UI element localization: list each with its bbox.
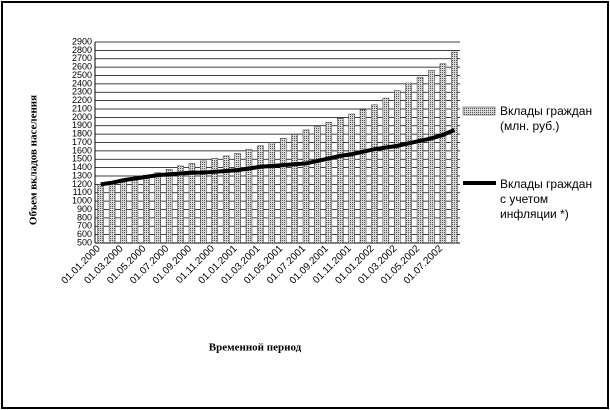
- legend-label: Вклады граждан (млн. руб.): [500, 104, 593, 133]
- y-tick-label: 1900: [72, 120, 92, 130]
- bar: [371, 104, 378, 244]
- bar: [302, 129, 310, 244]
- legend-label: Вклады граждан с учетом инфляции *): [500, 177, 593, 221]
- bar: [314, 126, 321, 244]
- bar: [416, 76, 424, 244]
- bar: [325, 122, 333, 244]
- bar: [257, 145, 264, 244]
- bar: [188, 163, 196, 244]
- bar: [359, 109, 367, 244]
- y-tick-label: 2500: [72, 70, 92, 80]
- y-tick-label: 1600: [72, 145, 92, 155]
- bar: [245, 148, 253, 244]
- bar: [177, 165, 184, 244]
- y-tick-label: 1200: [72, 179, 92, 189]
- y-tick-label: 1300: [72, 170, 92, 180]
- bar: [165, 169, 173, 244]
- bar: [336, 117, 344, 244]
- y-tick-label: 800: [77, 212, 92, 222]
- y-tick-label: 900: [77, 204, 92, 214]
- bar: [394, 90, 401, 244]
- y-tick-label: 500: [77, 237, 92, 247]
- y-tick-label: 1400: [72, 162, 92, 172]
- bar: [291, 133, 298, 244]
- y-tick-label: 2800: [72, 45, 92, 55]
- y-tick-label: 1000: [72, 196, 92, 206]
- y-tick-label: 2900: [72, 36, 92, 46]
- y-tick-label: 1100: [73, 187, 92, 197]
- y-axis-label: Объем вкладов населения: [28, 95, 40, 225]
- line: [100, 128, 456, 187]
- y-tick-label: 2100: [72, 103, 92, 113]
- y-tick-label: 2700: [72, 53, 92, 63]
- y-tick-label: 600: [77, 229, 92, 239]
- bar: [439, 63, 447, 244]
- bar: [108, 182, 116, 244]
- y-tick-label: 2400: [72, 78, 92, 88]
- y-tick-label: 2200: [72, 95, 92, 105]
- bar: [154, 172, 161, 244]
- bar: [211, 158, 219, 244]
- y-tick-label: 1700: [72, 137, 92, 147]
- bar: [97, 184, 104, 244]
- x-axis-label: Временной период: [209, 342, 302, 354]
- bar: [143, 174, 150, 244]
- bar: [428, 70, 435, 244]
- y-tick-label: 1800: [72, 129, 92, 139]
- bar: [234, 153, 241, 244]
- y-tick-label: 1500: [72, 154, 92, 164]
- bar: [405, 82, 412, 244]
- bar: [120, 179, 127, 244]
- bar: [279, 138, 287, 244]
- y-tick-label: 2300: [72, 87, 92, 97]
- bar: [451, 51, 458, 244]
- bar: [348, 113, 355, 244]
- y-tick-label: 2000: [72, 112, 92, 122]
- bar: [268, 142, 276, 244]
- y-tick-label: 700: [77, 221, 92, 231]
- legend-swatch: [462, 106, 496, 116]
- bar: [382, 97, 390, 244]
- y-tick-label: 2600: [72, 62, 92, 72]
- bar: [200, 160, 207, 244]
- bar: [131, 177, 139, 244]
- bar: [222, 155, 230, 244]
